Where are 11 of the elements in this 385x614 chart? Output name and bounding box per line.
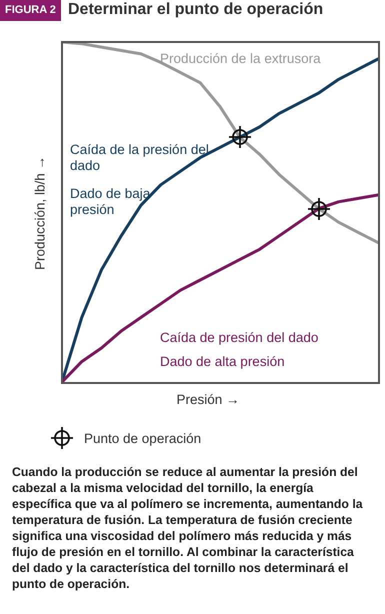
series-label: Caída de la presión del dado <box>70 142 210 174</box>
text: Cuando la producción se reduce al aumentar la presión del cabezal a la misma velocidad del tornillo, la energía específica que va al polímero se incrementa, aumentando la temperatura de fusión. La temperatura de fusión creciente significa una viscosidad del polímero más reducida y más flujo de presión en el tornillo. Al combinar la característica del dado y la característica del tornillo nos determinará el punto de operación. <box>12 464 364 592</box>
series-label: Producción de la extrusora <box>160 51 322 67</box>
chart-title: Determinar el punto de operación <box>68 1 324 19</box>
x-axis-title: Presión → <box>176 392 240 407</box>
y-axis-title: Producción, lb/h → <box>32 156 48 270</box>
series-label: Caída de presión del dado <box>160 330 320 346</box>
text: Punto de operación <box>84 430 202 446</box>
annotation: Dado de baja presión <box>70 186 152 218</box>
text: FIGURA 2 <box>0 0 61 21</box>
annotation: Dado de alta presión <box>160 354 286 370</box>
